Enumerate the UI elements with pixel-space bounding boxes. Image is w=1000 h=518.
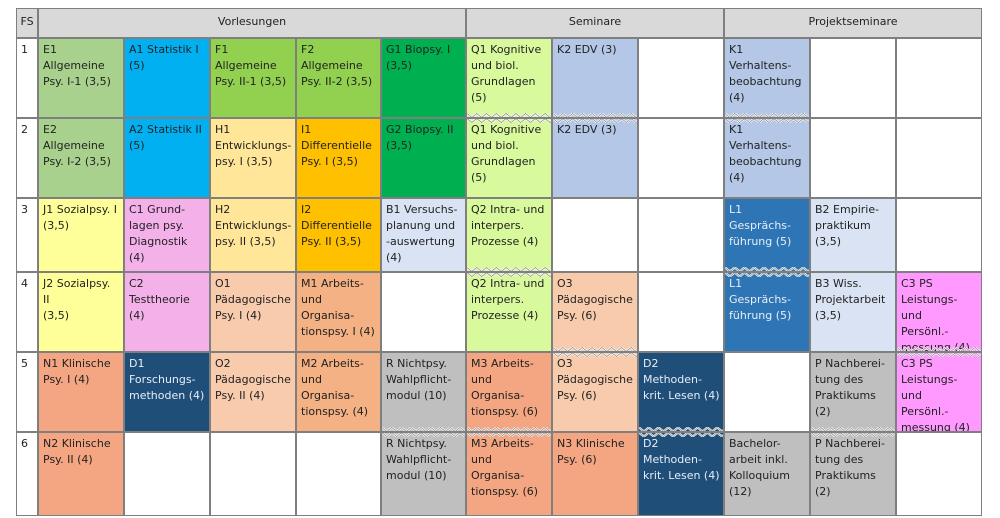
module-r: R Nichtpsy. Wahlpflicht- modul (10): [381, 432, 466, 516]
empty-cell: [638, 198, 724, 272]
module-n1: N1 Klinische Psy. I (4): [38, 352, 124, 432]
curriculum-table: FS Vorlesungen Seminare Projektseminare …: [16, 8, 982, 516]
module-q2: Q2 Intra- und interpers. Prozesse (4): [466, 198, 552, 272]
module-d1: D1 Forschungs- methoden (4): [124, 352, 210, 432]
header-seminare: Seminare: [466, 8, 724, 38]
module-k2: K2 EDV (3): [552, 38, 638, 118]
module-p: P Nachberei- tung des Praktikums (2): [810, 352, 896, 432]
empty-cell: [210, 432, 296, 516]
module-j2: J2 Sozialpsy. II (3,5): [38, 272, 124, 352]
continuation-edge: [553, 353, 637, 357]
module-b2: B2 Empirie- praktikum (3,5): [810, 198, 896, 272]
module-c2: C2 Testtheorie (4): [124, 272, 210, 352]
continuation-edge: [382, 433, 465, 437]
empty-cell: [896, 198, 982, 272]
module-o2: O2 Pädagogische Psy. II (4): [210, 352, 296, 432]
module-c1: C1 Grund- lagen psy. Diagnostik (4): [124, 198, 210, 272]
module-p: P Nachberei- tung des Praktikums (2): [810, 432, 896, 516]
header-vorlesungen: Vorlesungen: [38, 8, 466, 38]
module-i2: I2 Differentielle Psy. II (3,5): [296, 198, 381, 272]
module-q1: Q1 Kognitive und biol. Grundlagen (5): [466, 38, 552, 118]
semester-4: 4: [16, 272, 38, 352]
module-l1: L1 Gesprächs- führung (5): [724, 272, 810, 352]
empty-cell: [381, 272, 466, 352]
module-g2: G2 Biopsy. II (3,5): [381, 118, 466, 198]
module-g1: G1 Biopsy. I (3,5): [381, 38, 466, 118]
semester-1: 1: [16, 38, 38, 118]
module-o1: O1 Pädagogische Psy. I (4): [210, 272, 296, 352]
module-c3: C3 PS Leistungs- und Persönl.- messung (…: [896, 352, 982, 432]
module-m1: M1 Arbeits- und Organisa- tionspsy. I (4…: [296, 272, 381, 352]
module-k1: K1 Verhaltens- beobachtung (4): [724, 38, 810, 118]
semester-2: 2: [16, 118, 38, 198]
module-r: R Nichtpsy. Wahlpflicht- modul (10): [381, 352, 466, 432]
module-c3: C3 PS Leistungs- und Persönl.- messung (…: [896, 272, 982, 352]
module-m3: M3 Arbeits- und Organisa- tionspsy. (6): [466, 352, 552, 432]
module-e1: E1 Allgemeine Psy. I-1 (3,5): [38, 38, 124, 118]
semester-5: 5: [16, 352, 38, 432]
module-k2: K2 EDV (3): [552, 118, 638, 198]
continuation-edge: [725, 273, 809, 277]
module-q2: Q2 Intra- und interpers. Prozesse (4): [466, 272, 552, 352]
module-l1: L1 Gesprächs- führung (5): [724, 198, 810, 272]
module-m2: M2 Arbeits- und Organisa- tionspsy. (4): [296, 352, 381, 432]
empty-cell: [724, 352, 810, 432]
continuation-edge: [725, 119, 809, 123]
continuation-edge: [811, 433, 895, 437]
semester-3: 3: [16, 198, 38, 272]
empty-cell: [810, 38, 896, 118]
module-o3: O3 Pädagogische Psy. (6): [552, 272, 638, 352]
empty-cell: [638, 38, 724, 118]
empty-cell: [638, 272, 724, 352]
module-a1: A1 Statistik I (5): [124, 38, 210, 118]
module-i1: I1 Differentielle Psy. I (3,5): [296, 118, 381, 198]
semester-6: 6: [16, 432, 38, 516]
module-h1: H1 Entwicklungs- psy. I (3,5): [210, 118, 296, 198]
module-b1: B1 Versuchs- planung und -auswertung (4): [381, 198, 466, 272]
header-projektseminare: Projektseminare: [724, 8, 982, 38]
module-n2: N2 Klinische Psy. II (4): [38, 432, 124, 516]
empty-cell: [896, 432, 982, 516]
continuation-edge: [553, 119, 637, 123]
empty-cell: [124, 432, 210, 516]
module-n3: N3 Klinische Psy. (6): [552, 432, 638, 516]
continuation-edge: [639, 433, 723, 437]
module-f1: F1 Allgemeine Psy. II-1 (3,5): [210, 38, 296, 118]
empty-cell: [896, 118, 982, 198]
module-b3: B3 Wiss. Projektarbeit (3,5): [810, 272, 896, 352]
module-a2: A2 Statistik II (5): [124, 118, 210, 198]
continuation-edge: [467, 273, 551, 277]
empty-cell: [638, 118, 724, 198]
module-d2: D2 Methoden- krit. Lesen (4): [638, 432, 724, 516]
continuation-edge: [897, 353, 981, 357]
module-bachelorarbeit: Bachelor- arbeit inkl. Kolloquium (12): [724, 432, 810, 516]
empty-cell: [896, 38, 982, 118]
empty-cell: [296, 432, 381, 516]
empty-cell: [810, 118, 896, 198]
module-h2: H2 Entwicklungs- psy. II (3,5): [210, 198, 296, 272]
header-fs: FS: [16, 8, 38, 38]
module-j1: J1 Sozialpsy. I (3,5): [38, 198, 124, 272]
empty-cell: [552, 198, 638, 272]
module-e2: E2 Allgemeine Psy. I-2 (3,5): [38, 118, 124, 198]
module-k1: K1 Verhaltens- beobachtung (4): [724, 118, 810, 198]
module-o3: O3 Pädagogische Psy. (6): [552, 352, 638, 432]
continuation-edge: [467, 119, 551, 123]
module-d2: D2 Methoden- krit. Lesen (4): [638, 352, 724, 432]
module-q1: Q1 Kognitive und biol. Grundlagen (5): [466, 118, 552, 198]
continuation-edge: [467, 433, 551, 437]
module-m3: M3 Arbeits- und Organisa- tionspsy. (6): [466, 432, 552, 516]
module-f2: F2 Allgemeine Psy. II-2 (3,5): [296, 38, 381, 118]
